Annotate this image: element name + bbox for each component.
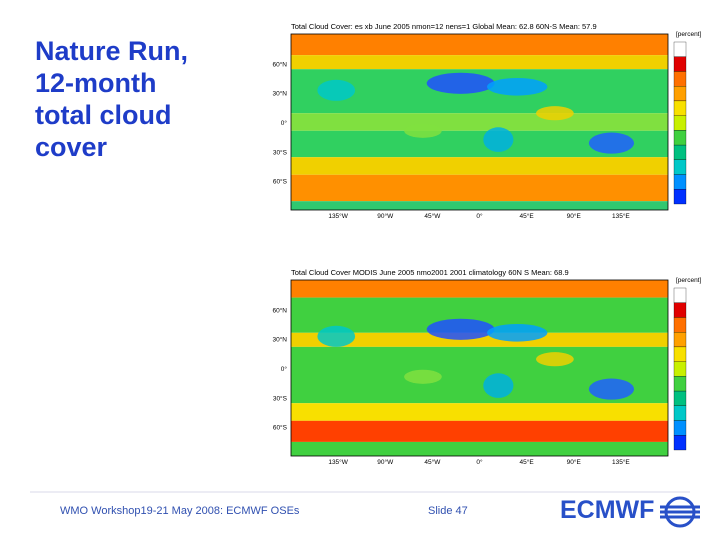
lat-label: 30°S (273, 148, 288, 156)
lon-label: 135°W (328, 212, 348, 220)
map-band (291, 174, 668, 202)
map: Total Cloud Cover: es xb June 2005 nmon=… (272, 22, 701, 220)
lat-label: 60°S (273, 424, 288, 432)
map-band (291, 441, 668, 456)
map-cloud-region (317, 325, 356, 347)
slide-title-line: 12-month (35, 68, 157, 98)
map-cloud-region (426, 72, 495, 94)
colorbar-segment (673, 159, 687, 175)
lat-label: 30°S (273, 394, 288, 402)
colorbar-segment (673, 361, 687, 377)
colorbar-segment (673, 405, 687, 421)
map-frame (290, 33, 669, 211)
map-band (291, 332, 668, 347)
colorbar-segment (673, 390, 687, 406)
colorbar-segment (673, 130, 687, 146)
map-band (291, 34, 668, 56)
lon-label: 135°E (612, 458, 630, 466)
slide-title-line: Nature Run, (35, 36, 188, 66)
footer-logo: ECMWF (560, 496, 654, 524)
lat-label: 60°N (272, 60, 287, 68)
colorbar-segment (673, 41, 687, 57)
map-cloud-region (536, 106, 574, 121)
map-cloud-region (483, 127, 514, 152)
map-cloud-region (588, 378, 635, 400)
colorbar-segment (673, 174, 687, 190)
map-band (291, 201, 668, 210)
colorbar-segment (673, 189, 687, 205)
map-band (291, 280, 668, 298)
map-cloud-region (487, 324, 548, 342)
map-title: Total Cloud Cover MODIS June 2005 nmo200… (291, 268, 569, 277)
lon-label: 45°E (520, 212, 535, 220)
map-cloud-region (404, 123, 442, 138)
map-band (291, 403, 668, 421)
map-cloud-region (426, 318, 495, 340)
lon-label: 135°E (612, 212, 630, 220)
colorbar-segment (673, 346, 687, 362)
map-frame (290, 279, 669, 457)
map-band (291, 113, 668, 131)
lat-label: 30°N (272, 336, 287, 344)
lon-label: 0° (476, 458, 483, 466)
lon-label: 90°W (377, 458, 394, 466)
colorbar-segment (673, 317, 687, 333)
colorbar-segment (673, 420, 687, 436)
map-cloud-region (487, 78, 548, 96)
colorbar-segment (673, 332, 687, 348)
colorbar-segment (673, 71, 687, 87)
lat-label: 0° (281, 365, 288, 373)
map-band (291, 55, 668, 70)
colorbar-unit: [percent] (676, 31, 701, 38)
map-band (291, 157, 668, 175)
footer-slide: Slide 47 (428, 505, 468, 517)
map-cloud-region (536, 352, 574, 367)
colorbar-segment (673, 56, 687, 72)
map-cloud-region (404, 369, 442, 384)
map-title: Total Cloud Cover: es xb June 2005 nmon=… (291, 22, 597, 31)
map-cloud-region (483, 373, 514, 398)
lon-label: 90°W (377, 212, 394, 220)
lon-label: 90°E (567, 212, 582, 220)
lat-label: 60°N (272, 306, 287, 314)
map-band (291, 420, 668, 442)
colorbar-segment (673, 435, 687, 451)
lon-label: 45°W (424, 458, 441, 466)
lon-label: 90°E (567, 458, 582, 466)
slide-title-line: cover (35, 132, 108, 162)
map: Total Cloud Cover MODIS June 2005 nmo200… (272, 268, 701, 466)
colorbar-unit: [percent] (676, 277, 701, 284)
lon-label: 45°W (424, 212, 441, 220)
colorbar-segment (673, 376, 687, 392)
map-cloud-region (588, 132, 635, 154)
ecmwf-logo-mark (660, 496, 700, 528)
colorbar-segment (673, 115, 687, 131)
colorbar-segment (673, 302, 687, 318)
lon-label: 0° (476, 212, 483, 220)
colorbar-segment (673, 144, 687, 160)
lon-label: 45°E (520, 458, 535, 466)
map-cloud-region (317, 79, 356, 101)
slide-title-line: total cloud (35, 100, 172, 130)
colorbar-segment (673, 86, 687, 102)
lat-label: 60°S (273, 178, 288, 186)
colorbar-segment (673, 287, 687, 303)
lat-label: 30°N (272, 90, 287, 98)
lon-label: 135°W (328, 458, 348, 466)
footer-event: WMO Workshop19-21 May 2008: ECMWF OSEs (60, 505, 300, 517)
colorbar-segment (673, 100, 687, 116)
lat-label: 0° (281, 119, 288, 127)
